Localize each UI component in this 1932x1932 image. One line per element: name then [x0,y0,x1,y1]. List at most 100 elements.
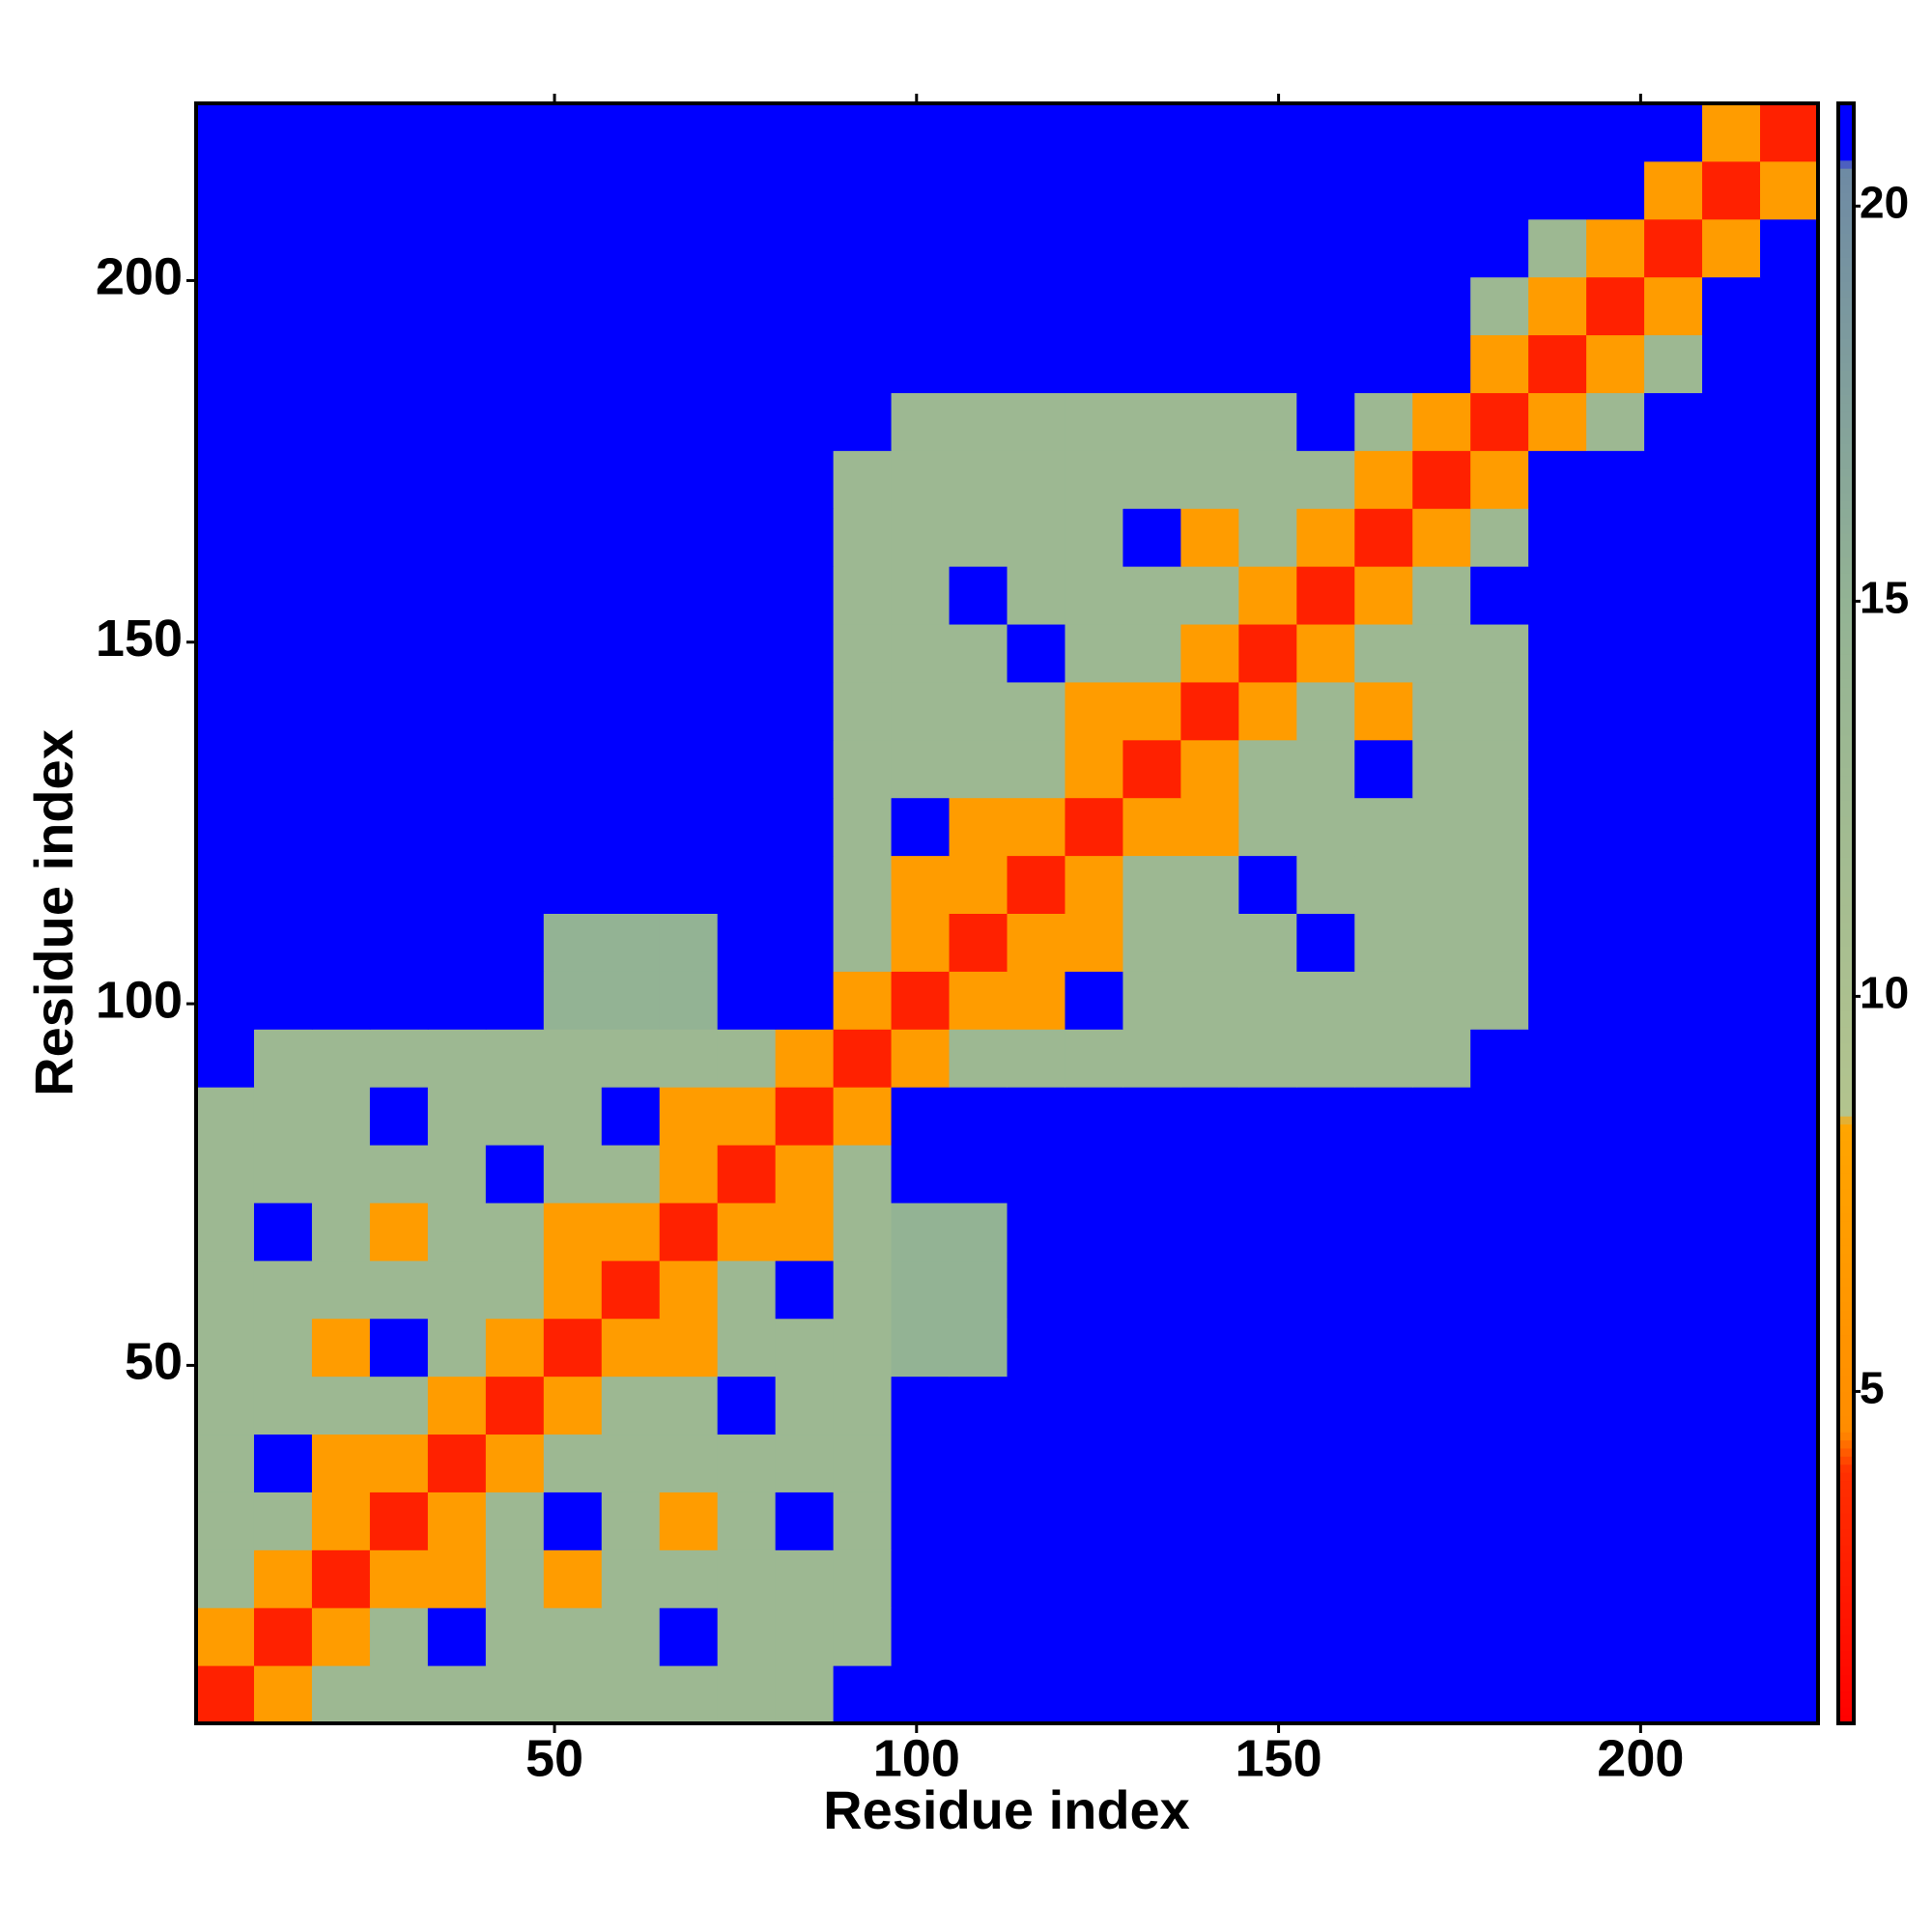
heatmap-cell [1412,797,1471,857]
heatmap-cell [196,160,255,220]
heatmap-cell [196,1434,255,1492]
heatmap-cell [1470,624,1529,683]
heatmap-cell [891,855,951,914]
heatmap-cell [1122,1029,1181,1088]
heatmap-cell [1412,739,1471,799]
heatmap-cell [659,1434,719,1492]
heatmap-cell [891,1145,951,1204]
heatmap-cell [427,1318,487,1378]
colorbar-step [1838,1188,1854,1198]
heatmap-cell [1065,1202,1123,1262]
heatmap-cell [1586,1318,1645,1378]
heatmap-cell [1760,1665,1819,1724]
heatmap-cell [601,1665,661,1724]
colorbar-step [1838,451,1854,461]
colorbar-step [1838,1552,1854,1562]
colorbar-step [1838,695,1854,704]
heatmap-cell [1702,739,1761,799]
heatmap-cell [1122,1376,1181,1435]
colorbar-step [1838,354,1854,363]
heatmap-cell [1528,1087,1587,1146]
heatmap-cell [1412,334,1471,393]
heatmap-cell [891,739,951,799]
heatmap-cell [1238,508,1297,567]
heatmap-cell [543,1549,603,1608]
colorbar-step [1838,840,1854,850]
heatmap-cell [833,1087,893,1146]
colorbar-step [1838,1391,1854,1401]
colorbar-step [1838,1342,1854,1351]
colorbar-step [1838,1609,1854,1619]
heatmap-cell [485,218,545,278]
heatmap-cell [1354,1434,1413,1492]
heatmap-cell [1470,1318,1529,1378]
heatmap-cell [601,160,661,220]
heatmap-cell [1296,681,1355,741]
colorbar-step [1838,848,1854,858]
colorbar-step [1838,1156,1854,1166]
colorbar-step [1838,1140,1854,1150]
colorbar-step [1838,1212,1854,1222]
heatmap-cell [253,1145,313,1204]
heatmap-cell [1528,218,1587,278]
heatmap-cell [1354,276,1413,336]
heatmap-cell [775,566,835,625]
heatmap-cell [427,739,487,799]
heatmap-cell [1760,450,1819,509]
colorbar-step [1838,224,1854,234]
heatmap-cell [775,797,835,857]
heatmap-cell [485,160,545,220]
heatmap-cell [1470,392,1529,451]
heatmap-cell [427,1549,487,1608]
heatmap-cell [543,1492,603,1550]
heatmap-cell [1412,855,1471,914]
heatmap-cell [196,913,255,972]
heatmap-cell [601,334,661,393]
heatmap-cell [1470,855,1529,914]
heatmap-cell [1354,739,1413,799]
heatmap-cell [1122,566,1181,625]
heatmap-cell [601,218,661,278]
heatmap-cell [1702,1376,1761,1435]
heatmap-cell [949,1087,1008,1146]
colorbar-step [1838,905,1854,915]
heatmap-cell [949,1260,1008,1320]
colorbar-step [1838,735,1854,745]
plot-frame [194,101,1820,1725]
heatmap-cell [1296,1607,1355,1666]
heatmap-cell [659,913,719,972]
heatmap-cell [1180,450,1239,509]
heatmap-cell [1122,797,1181,857]
colorbar-step [1838,1180,1854,1190]
colorbar-step [1838,597,1854,607]
heatmap-cell [891,1665,951,1724]
heatmap-cell [1354,1607,1413,1666]
heatmap-cell [543,1607,603,1666]
heatmap-cell [775,1260,835,1320]
heatmap-cell [659,1318,719,1378]
heatmap-cell [717,1492,777,1550]
heatmap-cell [833,1260,893,1320]
colorbar-step [1838,1116,1854,1125]
heatmap-cell [1470,681,1529,741]
heatmap-cell [1760,276,1819,336]
heatmap-cell [1007,1029,1065,1088]
heatmap-cell [485,566,545,625]
heatmap-cell [717,1260,777,1320]
colorbar-step [1838,1602,1854,1611]
heatmap-cell [717,1665,777,1724]
colorbar-step [1838,1683,1854,1692]
heatmap-cell [1065,1434,1123,1492]
heatmap-cell [891,1434,951,1492]
heatmap-cell [717,450,777,509]
heatmap-cell [1354,334,1413,393]
colorbar-step [1838,937,1854,947]
colorbar-step [1838,1075,1854,1085]
heatmap-cell [949,1145,1008,1204]
heatmap-cell [1007,1318,1065,1378]
heatmap-cell [1760,855,1819,914]
heatmap-cell [369,1087,429,1146]
heatmap-cell [833,1492,893,1550]
heatmap-cell [1470,1549,1529,1608]
heatmap-cell [369,218,429,278]
